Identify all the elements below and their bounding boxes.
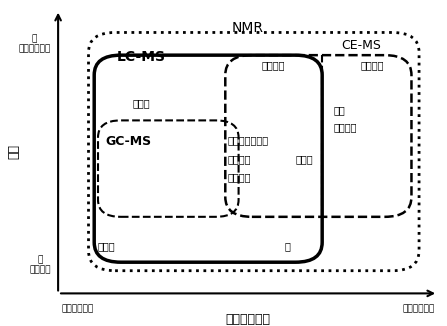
Text: 低（疎水性）: 低（疎水性） (62, 305, 94, 314)
Text: LC-MS: LC-MS (117, 50, 166, 64)
Text: 有機酸: 有機酸 (295, 154, 313, 164)
Text: 無機塩類: 無機塩類 (360, 60, 384, 70)
Text: NMR: NMR (232, 21, 264, 35)
Text: ビタミン: ビタミン (333, 123, 357, 132)
Text: GC-MS: GC-MS (105, 135, 152, 148)
Text: 糖: 糖 (284, 242, 290, 252)
Text: 核酸: 核酸 (333, 106, 346, 115)
Text: 低分子ペプチド: 低分子ペプチド (227, 135, 268, 145)
Text: 極性: 極性 (7, 144, 20, 159)
Text: 脂肪酸: 脂肪酸 (98, 242, 116, 252)
Text: アミノ酸: アミノ酸 (227, 172, 251, 182)
Text: 高
（イオン性）: 高 （イオン性） (18, 34, 51, 53)
Text: 糖リン酸: 糖リン酸 (261, 60, 285, 70)
Text: 低
（中性）: 低 （中性） (29, 255, 51, 275)
Text: 糖脂質: 糖脂質 (132, 98, 150, 108)
Text: 水への溶解性: 水への溶解性 (226, 313, 270, 326)
Text: アミン類: アミン類 (227, 154, 251, 164)
Text: CE-MS: CE-MS (341, 39, 381, 52)
Text: 高（親水性）: 高（親水性） (402, 305, 434, 314)
